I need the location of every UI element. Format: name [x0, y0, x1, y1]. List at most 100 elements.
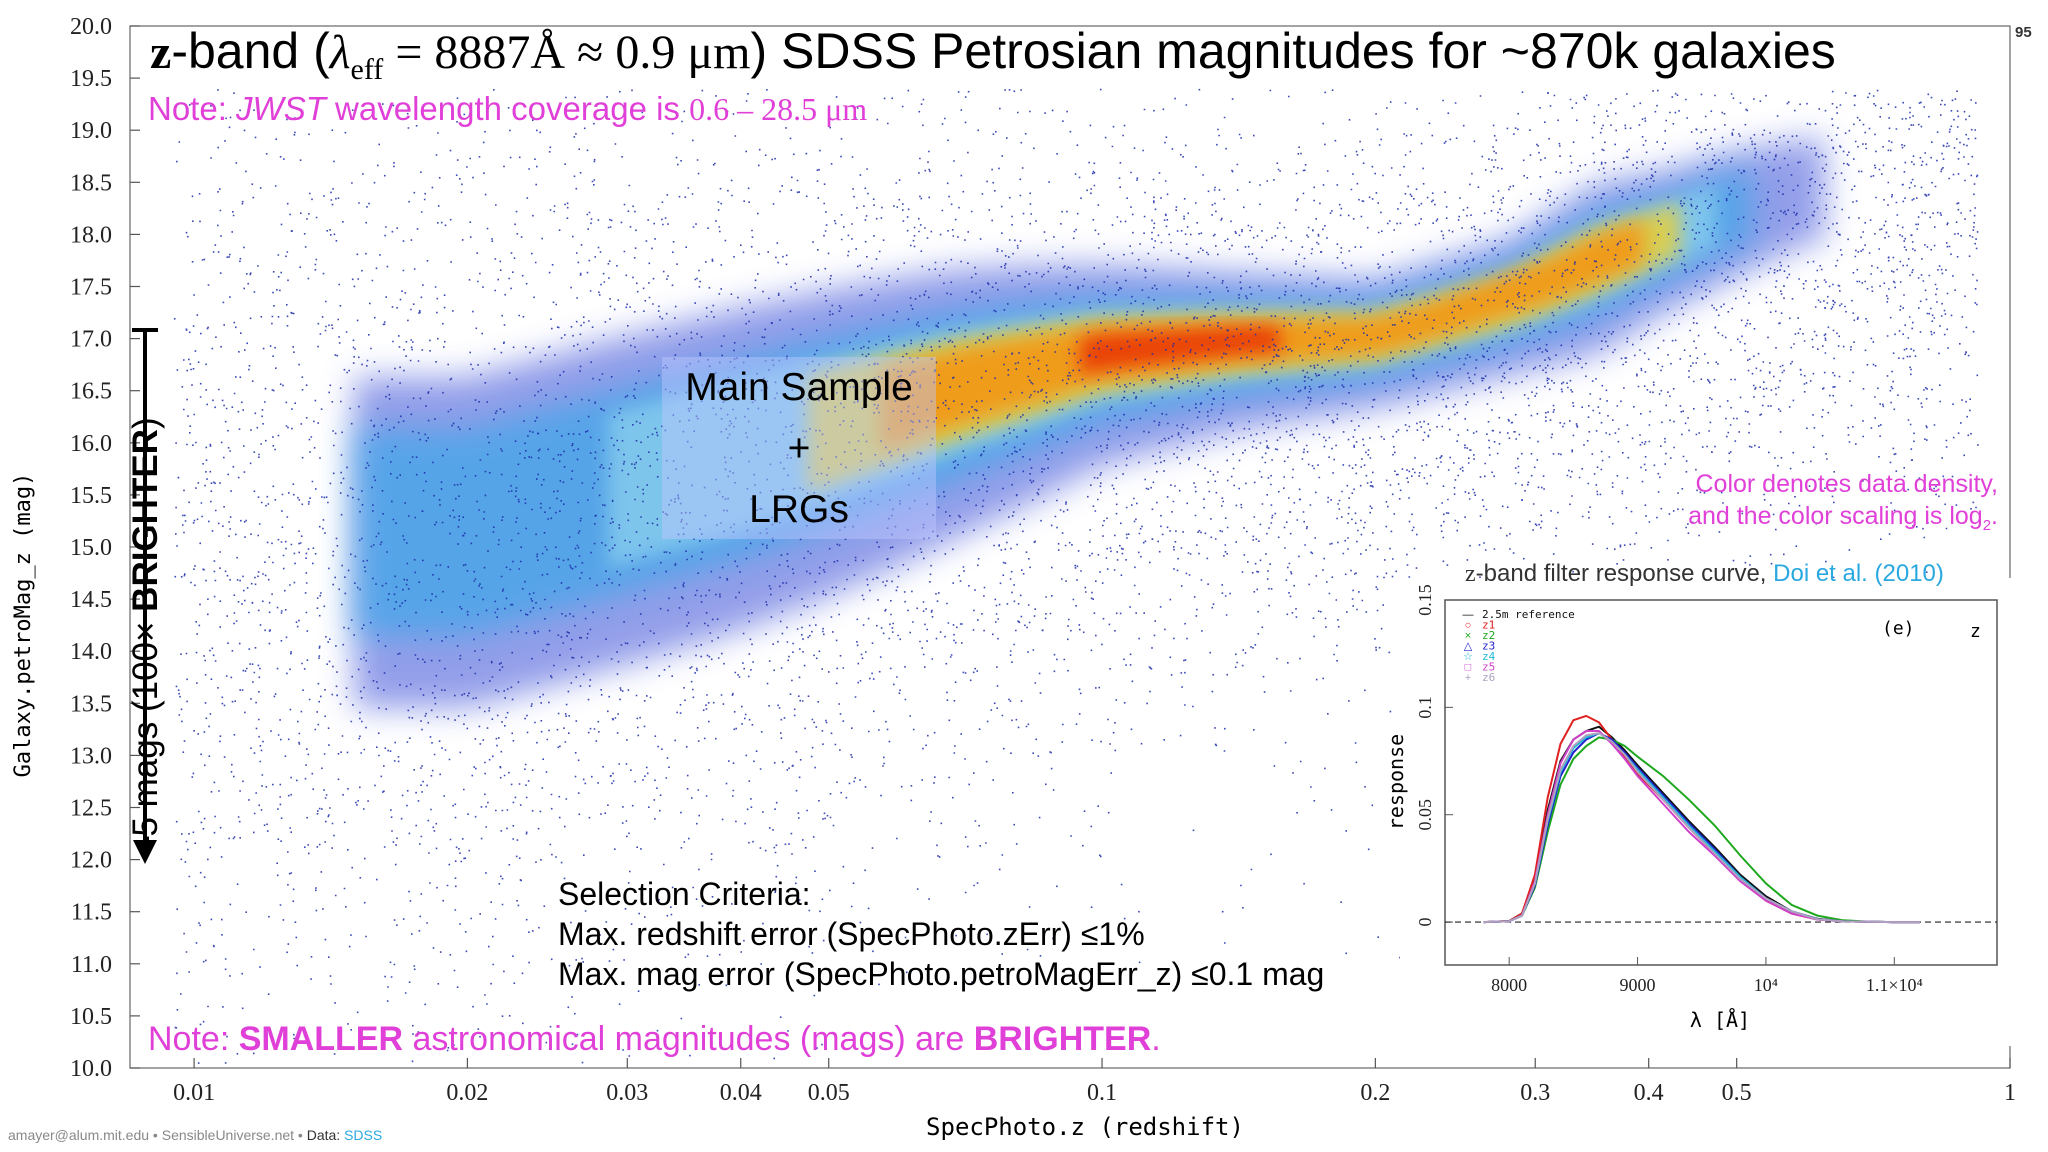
title-rest: ) SDSS Petrosian magnitudes for ~870k ga… — [750, 23, 1836, 79]
inset-title-middle: -band filter response curve, — [1475, 560, 1774, 587]
inset-background — [1400, 578, 2018, 1046]
legend-entry: z4 — [1482, 650, 1496, 663]
legend-marker: ☆ — [1463, 651, 1473, 663]
title-band-word: -band ( — [171, 23, 330, 79]
mag-note-brighter: BRIGHTER — [973, 1020, 1152, 1058]
density-cloud — [354, 139, 1825, 709]
legend-entry: z5 — [1482, 661, 1495, 674]
x-axis-label: SpecPhoto.z (redshift) — [926, 1113, 1244, 1141]
legend-marker: □ — [1465, 662, 1472, 674]
brighter-label: –5 mags (100× BRIGHTER) — [126, 417, 166, 856]
y-tick-label: 13.5 — [70, 691, 112, 717]
title-band-letter: z — [150, 26, 172, 79]
inset-y-tick-label: 0 — [1415, 918, 1435, 927]
jwst-note-jwst: JWST — [236, 90, 326, 127]
y-tick-label: 11.0 — [71, 952, 112, 978]
y-tick-label: 14.0 — [70, 639, 112, 665]
title-eff: eff — [350, 53, 384, 86]
mag-note-prefix: Note: — [148, 1020, 239, 1058]
x-tick-label: 0.03 — [606, 1080, 648, 1106]
mag-note-end: . — [1151, 1020, 1161, 1058]
x-tick-label: 0.1 — [1087, 1080, 1117, 1106]
inset-axes: 8000 9000 10⁴ 1.1×10⁴ 0 0.05 0.1 0.15 — [1415, 584, 1997, 995]
jwst-note-prefix: Note: — [148, 90, 237, 127]
jwst-note: Note: JWST wavelength coverage is 0.6 – … — [148, 90, 867, 128]
inset-title: z-band filter response curve, Doi et al.… — [1465, 560, 1944, 588]
density-note-line2-text: and the color scaling is log — [1688, 502, 1983, 530]
scatter-points — [173, 88, 1979, 1064]
density-note-subscript: 2 — [1982, 517, 1992, 534]
footer-site: SensibleUniverse.net — [161, 1127, 295, 1143]
x-tick-label: 0.05 — [808, 1080, 850, 1106]
legend-entry: z3 — [1482, 640, 1495, 653]
density-note: Color denotes data density, and the colo… — [1688, 468, 1998, 542]
selection-criteria: Selection Criteria: Max. redshift error … — [558, 874, 1324, 994]
y-tick-label: 11.5 — [71, 900, 112, 926]
y-tick-label: 12.0 — [70, 848, 112, 874]
inset-response-lines — [1483, 714, 1920, 924]
mag-note-smaller: SMALLER — [238, 1020, 404, 1058]
footer-credits: amayer@alum.mit.edu • SensibleUniverse.n… — [8, 1127, 382, 1143]
inset-x-tick-label: 9000 — [1620, 975, 1656, 995]
footer-email: amayer@alum.mit.edu — [8, 1127, 150, 1143]
main-sample-label: Main Sample + LRGs — [662, 357, 936, 539]
y-tick-label: 19.0 — [70, 118, 112, 144]
inset-y-label: response — [1384, 734, 1408, 830]
y-tick-label: 20.0 — [70, 14, 112, 40]
legend-marker: — — [1463, 609, 1474, 621]
doi-reference-link[interactable]: Doi et al. (2010) — [1773, 560, 1944, 587]
legend-entry: 2.5m reference — [1482, 608, 1575, 621]
inset-y-tick-label: 0.05 — [1415, 799, 1435, 831]
main-sample-line2: + — [787, 427, 811, 470]
x-tick-label: 0.3 — [1520, 1080, 1550, 1106]
page-number: 95 — [2015, 24, 2032, 41]
y-tick-label: 18.0 — [70, 222, 112, 248]
y-tick-label: 18.5 — [70, 170, 112, 196]
x-axis: 0.01 0.02 0.03 0.04 0.05 0.1 0.2 0.3 0.4 0.5 1 — [173, 1058, 2016, 1106]
y-tick-label: 19.5 — [70, 66, 112, 92]
footer-sep2: • — [294, 1127, 307, 1143]
main-sample-line1: Main Sample — [685, 366, 913, 409]
inset-x-tick-label: 10⁴ — [1754, 975, 1778, 995]
legend-marker: × — [1465, 630, 1471, 642]
inset-y-tick-label: 0.15 — [1415, 584, 1435, 616]
inset-panel-label: (e) — [1882, 618, 1915, 639]
title-formula: = 8887Å ≈ 0.9 μm — [383, 26, 751, 79]
inset-title-prefix: z — [1465, 561, 1476, 587]
legend-marker: ○ — [1465, 620, 1472, 632]
jwst-note-range: 0.6 – 28.5 μm — [689, 91, 868, 127]
inset-series-z6 — [1483, 732, 1920, 924]
jwst-note-middle: wavelength coverage is — [325, 90, 690, 127]
y-tick-label: 17.5 — [70, 275, 112, 301]
inset-band-label: z — [1970, 621, 1981, 642]
brighter-end: ) — [126, 417, 165, 430]
y-tick-label: 16.0 — [70, 431, 112, 457]
legend-marker: + — [1465, 672, 1471, 684]
footer-sep1: • — [149, 1127, 162, 1143]
brighter-prefix: –5 mags (100× — [126, 611, 165, 856]
inset-y-tick-label: 0.1 — [1415, 696, 1435, 719]
x-tick-label: 0.5 — [1722, 1080, 1752, 1106]
legend-entry: z6 — [1482, 671, 1495, 684]
y-axis: 10.0 10.5 11.0 11.5 12.0 12.5 13.0 13.5 14.0 14.5… — [70, 14, 140, 1082]
y-axis-label: Galaxy.petroMag_z (mag) — [11, 473, 36, 778]
chart-title: z-band (λeff = 8887Å ≈ 0.9 μm) SDSS Petr… — [150, 22, 1836, 87]
y-tick-label: 17.0 — [70, 327, 112, 353]
criteria-mag: Max. mag error (SpecPhoto.petroMagErr_z)… — [558, 956, 1325, 992]
title-lambda: λ — [329, 26, 351, 79]
legend-marker: △ — [1464, 641, 1473, 653]
inset-x-tick-label: 1.1×10⁴ — [1866, 975, 1923, 995]
sdss-link[interactable]: SDSS — [344, 1127, 383, 1143]
x-tick-label: 1 — [2004, 1080, 2016, 1106]
x-tick-label: 0.4 — [1634, 1080, 1664, 1106]
inset-x-label: λ [Å] — [1690, 1008, 1750, 1032]
criteria-heading: Selection Criteria: — [558, 876, 811, 912]
inset-legend: — 2.5m reference ○ z1 × z2 △ z3 ☆ z4 □ z5 + z6 — [1463, 608, 1575, 684]
x-tick-label: 0.02 — [446, 1080, 488, 1106]
y-tick-label: 14.5 — [70, 587, 112, 613]
mag-note-middle: astronomical magnitudes (mags) are — [403, 1020, 974, 1058]
y-tick-label: 10.0 — [70, 1056, 112, 1082]
main-sample-line3: LRGs — [749, 488, 849, 531]
x-tick-label: 0.2 — [1360, 1080, 1390, 1106]
